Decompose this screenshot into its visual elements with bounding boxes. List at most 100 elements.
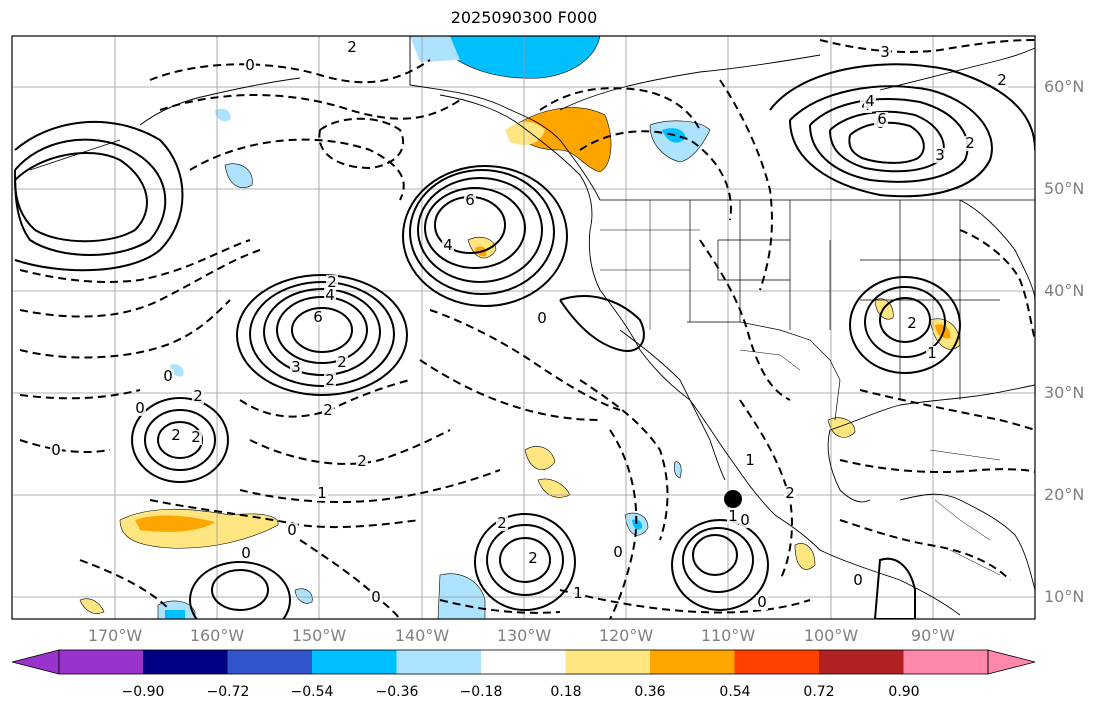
contour-label-bg: [739, 513, 751, 528]
contour-label: 6: [877, 110, 887, 128]
contour-label: 0: [740, 511, 750, 529]
contour-label: 2: [347, 38, 357, 56]
contour-label-bg: [464, 193, 476, 208]
contour-label-bg: [322, 403, 334, 418]
lat-label-60n: 60°N: [1044, 77, 1085, 96]
contour-label: 0: [853, 571, 863, 589]
contour-label: 1: [728, 507, 738, 525]
contour-label: 2: [965, 134, 975, 152]
colorbar-segment: [650, 650, 735, 674]
contour-label: 0: [163, 367, 173, 385]
lon-label-150w: 150°W: [291, 626, 347, 645]
contour-label: 2: [997, 71, 1007, 89]
colorbar-segment: [734, 650, 819, 674]
contour-label-bg: [964, 136, 976, 151]
contour-label: 2: [907, 314, 917, 332]
lat-label-40n: 40°N: [1044, 281, 1085, 300]
contour-label: 6: [465, 191, 475, 209]
colorbar-tick: −0.72: [206, 684, 250, 700]
contour-label-bg: [326, 275, 338, 290]
contour-label-bg: [442, 238, 454, 253]
colorbar-tick: 0.90: [888, 684, 920, 700]
colorbar-segment: [903, 650, 988, 674]
contour-label-bg: [240, 546, 252, 561]
contour-label-bg: [162, 369, 174, 384]
colorbar-segment: [143, 650, 228, 674]
colorbar-tick: 0.36: [634, 684, 666, 700]
contour-label: 2: [357, 452, 367, 470]
lat-label-10n: 10°N: [1044, 587, 1085, 606]
contour-label: 3: [935, 146, 945, 164]
contour-label-bg: [324, 373, 336, 388]
contour-label-bg: [996, 73, 1008, 88]
contour-label: 0: [537, 309, 547, 327]
colorbar-segment: [227, 650, 312, 674]
lon-label-120w: 120°W: [598, 626, 654, 645]
contour-label: 2: [327, 273, 337, 291]
contour-label-bg: [190, 430, 202, 445]
contour-label-bg: [906, 316, 918, 331]
contour-label: 2: [171, 426, 181, 444]
internal-borders: [600, 200, 1001, 576]
contour-label: 2: [191, 428, 201, 446]
contour-label-bg: [50, 443, 62, 458]
contour-label-bg: [324, 288, 336, 303]
contour-label: 1: [745, 451, 755, 469]
contour-label-bg: [336, 355, 348, 370]
shading-layer: [79, 36, 961, 619]
colorbar-frame: [58, 649, 989, 675]
colorbar-segment: [565, 650, 650, 674]
country-borders: [600, 199, 1035, 421]
contour-label-bg: [356, 454, 368, 469]
contour-label: 1: [927, 344, 937, 362]
colorbar-tick: −0.90: [121, 684, 165, 700]
contour-label: 1: [317, 484, 327, 502]
dashed-contours: [19, 39, 1035, 619]
contour-label: 2: [325, 371, 335, 389]
contour-label-bg: [316, 486, 328, 501]
contour-label-bg: [527, 551, 539, 566]
contour-labels: 2032646420224632020220210022010012014612…: [50, 38, 1008, 611]
contour-label: 0: [287, 521, 297, 539]
contour-label: 6: [313, 308, 323, 326]
contour-label: 0: [241, 544, 251, 562]
contour-label: 0: [613, 543, 623, 561]
colorbar-tick: −0.36: [375, 684, 419, 700]
contour-label: 3: [880, 43, 890, 61]
contour-label-bg: [756, 595, 768, 610]
colorbar-tick: −0.18: [459, 684, 503, 700]
contour-label: 2: [497, 514, 507, 532]
contour-label-bg: [852, 573, 864, 588]
contour-label: 2: [785, 484, 795, 502]
coastlines: [29, 36, 1035, 616]
contour-label-bg: [244, 58, 256, 73]
contour-label: 4: [443, 236, 453, 254]
contour-label: 0: [371, 588, 381, 606]
contour-label-bg: [744, 453, 756, 468]
colorbar-extend-low: [11, 649, 60, 675]
colorbar-tick: 0.54: [719, 684, 751, 700]
contour-label: 2: [323, 401, 333, 419]
lon-label-140w: 140°W: [394, 626, 450, 645]
contour-label-bg: [572, 586, 584, 601]
solid-contours: [14, 63, 1035, 619]
contour-label: 3: [291, 358, 301, 376]
contour-label-bg: [134, 401, 146, 416]
contour-label-bg: [192, 389, 204, 404]
contour-label-bg: [934, 148, 946, 163]
contour-label: 1: [573, 584, 583, 602]
contour-label: 2: [193, 387, 203, 405]
contour-label-bg: [864, 94, 876, 109]
colorbar-tick: 0.18: [550, 684, 582, 700]
contour-label-bg: [496, 516, 508, 531]
contour-label-bg: [290, 360, 302, 375]
colorbar-segment: [312, 650, 397, 674]
map-title: 2025090300 F000: [450, 8, 598, 27]
colorbar-segment: [819, 650, 904, 674]
contour-label-bg: [612, 545, 624, 560]
contour-label-bg: [784, 486, 796, 501]
contour-label-bg: [876, 112, 888, 127]
contour-label: 0: [51, 441, 61, 459]
contour-label-bg: [727, 509, 739, 524]
